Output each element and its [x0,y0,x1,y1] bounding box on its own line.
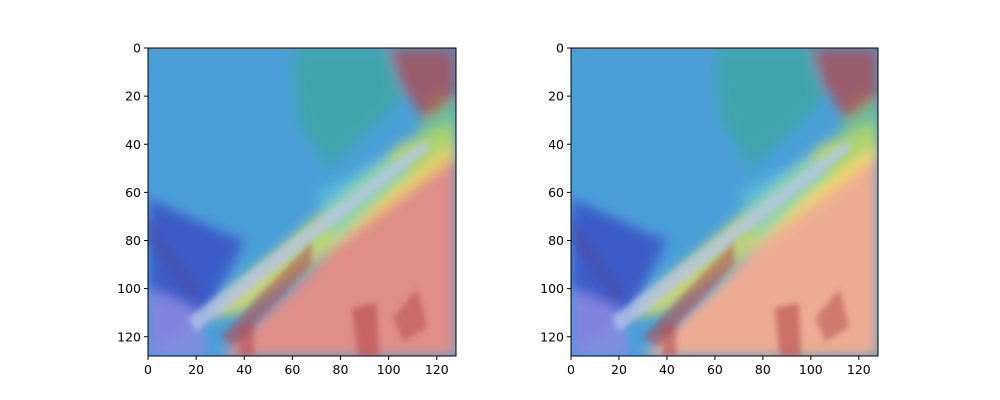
purple-region [571,288,631,356]
y-tick-label: 80 [125,233,141,248]
x-tick-label: 20 [611,362,627,377]
top-right-hot-region [388,48,456,121]
y-tick-label: 120 [117,329,141,344]
dark-beam [220,240,312,347]
axes-frame [147,47,457,357]
heatmap-image-right [571,48,878,356]
x-tick-label: 80 [755,362,771,377]
axes-right: 0 20 40 60 80 100 120 0 20 40 60 80 100 120 [540,41,879,377]
x-tick-label: 120 [847,362,871,377]
bottom-post [662,324,677,356]
y-tick-label: 80 [548,233,564,248]
diagonal-beam [611,139,852,332]
x-tick-label: 60 [707,362,723,377]
y-tick-label: 60 [125,185,141,200]
heatmap-panel-right [571,48,878,356]
axes-left: 0 20 40 60 80 100 120 0 20 40 60 80 100 120 [117,41,457,377]
x-tick-label: 20 [188,362,204,377]
x-tick-label: 60 [284,362,300,377]
left-frame-edge [148,216,201,304]
x-tick-label: 0 [144,362,152,377]
y-tick-label: 40 [125,137,141,152]
y-tick-label: 60 [548,185,564,200]
y-tick-label: 120 [540,329,564,344]
image-edges [148,139,430,356]
x-tick-label: 80 [333,362,349,377]
purple-region [148,288,209,356]
x-tick-label: 100 [377,362,401,377]
y-tick-label: 0 [556,41,564,56]
y-tick-label: 0 [133,41,141,56]
y-tick-label: 100 [117,281,141,296]
object-part [815,288,850,342]
x-tick-label: 40 [659,362,675,377]
left-frame-edge [571,216,624,304]
teal-region [714,48,823,169]
x-tick-label: 120 [425,362,449,377]
y-tick-label: 40 [548,137,564,152]
diagonal-beam [188,139,430,332]
y-tick-label: 20 [548,89,564,104]
blue-region [148,48,322,229]
object-leg [352,303,379,356]
heatmap-panel-left [148,48,456,356]
y-tick-label: 20 [125,89,141,104]
blue-region [571,48,744,229]
x-tick-label: 100 [799,362,823,377]
axes-frame [570,47,879,357]
object-leg [774,303,802,356]
x-tick-label: 40 [236,362,252,377]
bottom-post [239,324,254,356]
y-tick-label: 100 [540,281,564,296]
object-part [393,288,428,342]
x-tick-label: 0 [567,362,575,377]
dark-beam [642,240,735,347]
teal-region [292,48,401,169]
image-edges [571,139,852,356]
top-right-hot-region [810,48,878,121]
heatmap-image-left [148,48,456,356]
